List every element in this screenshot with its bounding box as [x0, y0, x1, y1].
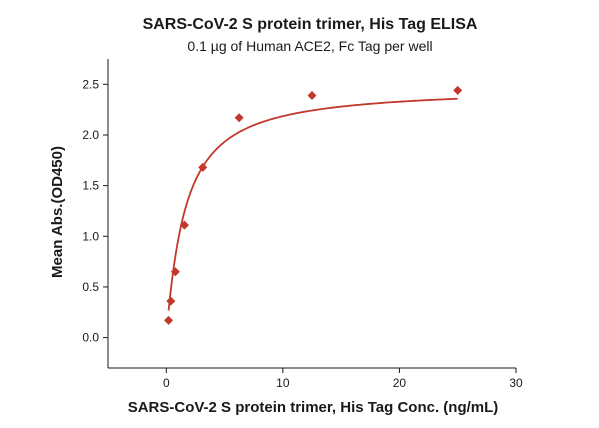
data-point [307, 90, 317, 100]
x-tick-label: 30 [509, 376, 523, 390]
chart-subtitle: 0.1 µg of Human ACE2, Fc Tag per well [187, 38, 432, 54]
x-tick-label: 0 [163, 376, 170, 390]
data-point [234, 113, 244, 123]
data-point [170, 267, 180, 277]
axes [107, 59, 516, 369]
fit-curve [167, 97, 458, 311]
y-tick-label: 1.5 [82, 179, 99, 193]
chart-title: SARS-CoV-2 S protein trimer, His Tag ELI… [143, 16, 478, 33]
y-tick-label: 0.5 [82, 280, 99, 294]
data-points [164, 85, 463, 325]
x-tick-label: 10 [276, 376, 290, 390]
y-tick-label: 1.0 [82, 229, 99, 243]
data-point [179, 220, 189, 230]
data-point [453, 85, 463, 95]
y-ticks: 0.0 0.5 1.0 1.5 2.0 2.5 [82, 77, 108, 345]
x-axis-label: SARS-CoV-2 S protein trimer, His Tag Con… [128, 399, 499, 416]
data-point [198, 162, 208, 172]
data-point [166, 296, 176, 306]
y-tick-label: 2.5 [82, 77, 99, 91]
data-point [164, 315, 174, 325]
x-ticks: 0 10 20 30 [163, 368, 523, 390]
y-tick-label: 2.0 [82, 128, 99, 142]
x-tick-label: 20 [393, 376, 407, 390]
y-axis-label: Mean Abs.(OD450) [49, 146, 66, 278]
y-tick-label: 0.0 [82, 331, 99, 345]
